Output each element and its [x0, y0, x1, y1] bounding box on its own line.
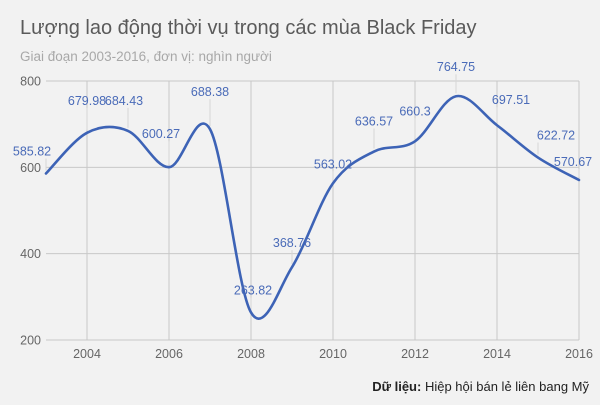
x-tick-label: 2016 — [565, 347, 593, 361]
data-label: 600.27 — [142, 127, 180, 141]
data-label: 636.57 — [355, 115, 393, 129]
x-axis-ticks: 2004 2006 2008 2010 2012 2014 2016 — [73, 347, 593, 361]
data-label: 585.82 — [13, 144, 51, 158]
data-label: 622.72 — [537, 129, 575, 143]
x-tick-label: 2010 — [319, 347, 347, 361]
y-axis-ticks: 800 600 400 200 — [20, 75, 41, 348]
x-tick-label: 2012 — [401, 347, 429, 361]
series-line — [44, 94, 581, 320]
x-tick-label: 2008 — [237, 347, 265, 361]
data-label: 679.98 — [68, 94, 106, 108]
data-label: 688.38 — [191, 85, 229, 99]
data-label: 263.82 — [234, 283, 272, 297]
grid-lines — [46, 80, 580, 341]
data-label: 697.51 — [492, 93, 530, 107]
chart-title: Lượng lao động thời vụ trong các mùa Bla… — [20, 17, 477, 39]
y-tick-label: 600 — [20, 161, 41, 175]
source-note: Dữ liệu: Hiệp hội bán lẻ liên bang Mỹ — [372, 379, 589, 394]
x-tick-label: 2006 — [155, 347, 183, 361]
data-label: 684.43 — [105, 94, 143, 108]
y-tick-label: 200 — [20, 334, 41, 348]
data-label: 660.3 — [399, 104, 430, 118]
x-tick-label: 2014 — [483, 347, 511, 361]
data-label: 764.75 — [437, 60, 475, 74]
data-label: 368.76 — [273, 236, 311, 250]
chart-subtitle: Giai đoạn 2003-2016, đơn vị: nghìn người — [20, 49, 272, 64]
data-label: 570.67 — [554, 155, 592, 169]
source-label: Dữ liệu: — [372, 379, 422, 394]
source-text: Hiệp hội bán lẻ liên bang Mỹ — [421, 379, 589, 394]
data-label: 563.02 — [314, 157, 352, 171]
label-leader-lines — [45, 74, 580, 310]
y-tick-label: 400 — [20, 247, 41, 261]
x-tick-label: 2004 — [73, 347, 101, 361]
y-tick-label: 800 — [20, 75, 41, 89]
